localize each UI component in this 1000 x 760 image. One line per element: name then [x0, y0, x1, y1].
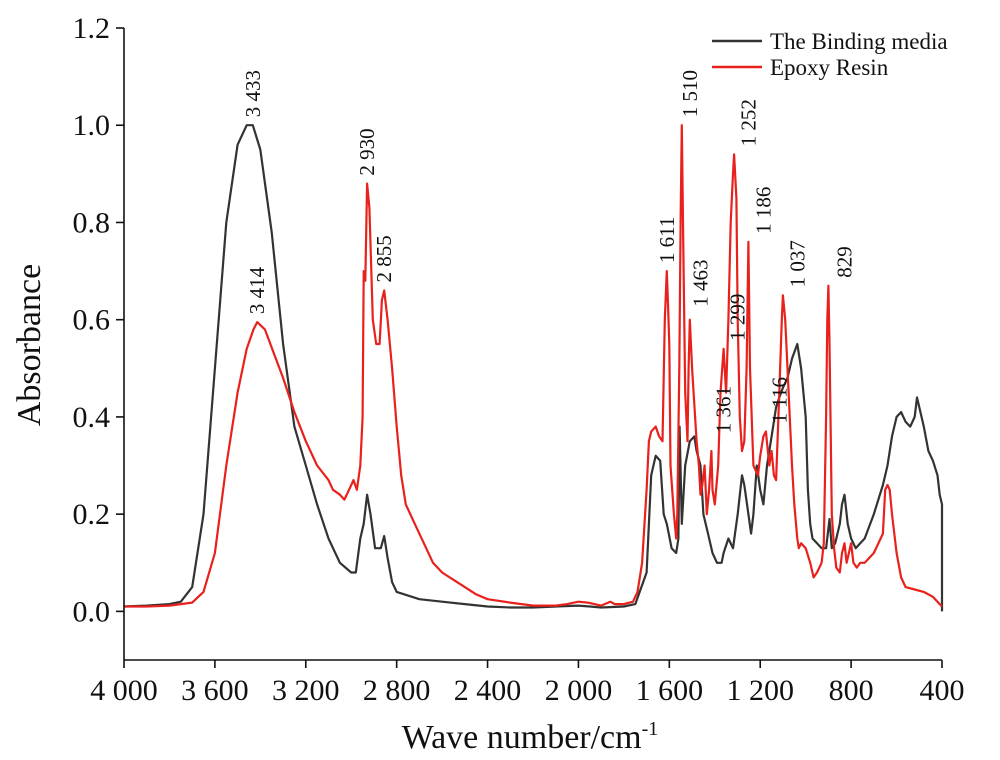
peak-label-1-463: 1 463 [689, 260, 713, 307]
peak-annotations: 3 433 3 414 2 930 2 855 1 611 1 510 1 463 1 361… [241, 70, 857, 433]
series-layer [123, 124, 944, 612]
y-tick-label: 0.0 [73, 595, 111, 628]
peak-label-1-186: 1 186 [751, 187, 775, 234]
x-tick-label: 1 600 [636, 674, 704, 707]
y-tick-label: 1.0 [73, 109, 111, 142]
series-line-epoxy-resin [124, 124, 943, 608]
x-axis-title: Wave number/cm-1 [402, 718, 659, 756]
x-axis-title-superscript: -1 [642, 718, 659, 740]
peak-label-829: 829 [833, 246, 857, 278]
x-tick-label: 3 600 [181, 674, 249, 707]
legend-label-binding-media: The Binding media [770, 29, 948, 54]
x-tick-label: 3 200 [272, 674, 340, 707]
y-tick-label: 0.4 [73, 401, 111, 434]
peak-label-3-433: 3 433 [241, 70, 265, 117]
y-axis-title: Absorbance [11, 264, 48, 426]
x-tick-label: 2 800 [363, 674, 431, 707]
x-axis-title-main: Wave number/cm [402, 719, 642, 756]
axes: 0.0 0.2 0.4 0.6 0.8 1.0 1.2 4 000 3 600 3 200 2 80… [73, 12, 965, 707]
x-tick-label: 4 000 [90, 674, 158, 707]
x-tick-label: 2 000 [545, 674, 613, 707]
x-tick-label: 400 [920, 674, 965, 707]
peak-label-1-361: 1 361 [712, 386, 736, 433]
y-tick-label: 0.8 [73, 206, 111, 239]
peak-label-1-252: 1 252 [736, 99, 760, 146]
peak-label-1-611: 1 611 [655, 217, 679, 263]
x-tick-label: 2 400 [454, 674, 522, 707]
x-tick-label: 1 200 [726, 674, 794, 707]
peak-label-1-299: 1 299 [726, 294, 750, 341]
peak-label-1-037: 1 037 [785, 240, 809, 287]
x-tick-label: 800 [829, 674, 874, 707]
y-tick-label: 0.6 [73, 304, 111, 337]
series-line-the-binding-media [123, 124, 944, 612]
y-tick-label: 1.2 [73, 12, 111, 45]
peak-label-1-116: 1 116 [767, 377, 791, 423]
legend: The Binding media Epoxy Resin [712, 29, 948, 80]
peak-label-3-414: 3 414 [245, 266, 269, 314]
peak-label-2-855: 2 855 [372, 235, 396, 282]
peak-label-1-510: 1 510 [678, 70, 702, 117]
y-tick-label: 0.2 [73, 498, 111, 531]
legend-label-epoxy-resin: Epoxy Resin [770, 55, 889, 80]
peak-label-2-930: 2 930 [355, 128, 379, 175]
